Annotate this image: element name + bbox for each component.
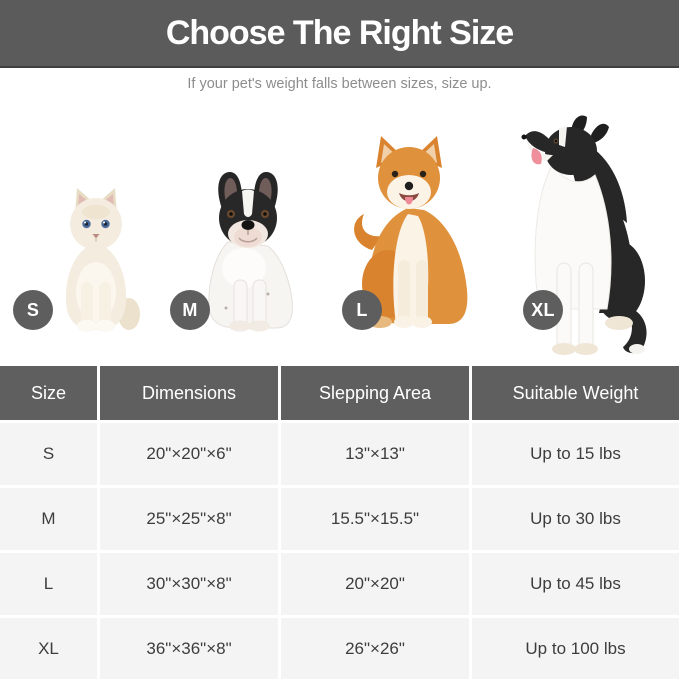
size-badge-l-label: L [356, 299, 368, 320]
column-header-sleeping-area: Slepping Area [281, 366, 472, 420]
size-cell: XL [0, 615, 100, 679]
sleeping-area-cell: 26"×26" [281, 615, 472, 679]
size-badge-s-label: S [26, 299, 40, 320]
dimensions-cell: 30"×30"×8" [100, 550, 281, 615]
weight-cell: Up to 100 lbs [472, 615, 679, 679]
page-title: Choose The Right Size [165, 13, 514, 52]
pet-size-examples: S M [0, 100, 679, 366]
size-badge-l: L [342, 290, 382, 330]
dimensions-cell: 25"×25"×8" [100, 485, 281, 550]
shiba-inu-illustration [354, 136, 468, 328]
size-badge-m-label: M [182, 299, 198, 320]
sleeping-area-cell: 15.5"×15.5" [281, 485, 472, 550]
sleeping-area-cell: 20"×20" [281, 550, 472, 615]
weight-cell: Up to 30 lbs [472, 485, 679, 550]
size-badge-xl: XL [523, 290, 563, 330]
title-banner: Choose The Right Size [0, 0, 679, 68]
dimensions-cell: 36"×36"×8" [100, 615, 281, 679]
size-table: Size Dimensions Slepping Area Suitable W… [0, 366, 679, 679]
weight-cell: Up to 45 lbs [472, 550, 679, 615]
french-bulldog-illustration [208, 171, 293, 332]
column-header-size: Size [0, 366, 100, 420]
weight-cell: Up to 15 lbs [472, 420, 679, 485]
dimensions-cell: 20"×20"×6" [100, 420, 281, 485]
size-cell: L [0, 550, 100, 615]
column-header-suitable-weight: Suitable Weight [472, 366, 679, 420]
border-collie-illustration [521, 115, 647, 355]
kitten-illustration [65, 188, 140, 332]
size-badge-m: M [170, 290, 210, 330]
size-badge-s: S [13, 290, 53, 330]
column-header-dimensions: Dimensions [100, 366, 281, 420]
size-cell: M [0, 485, 100, 550]
sleeping-area-cell: 13"×13" [281, 420, 472, 485]
subtitle: If your pet's weight falls between sizes… [187, 76, 492, 92]
size-badge-xl-label: XL [531, 299, 555, 320]
size-cell: S [0, 420, 100, 485]
